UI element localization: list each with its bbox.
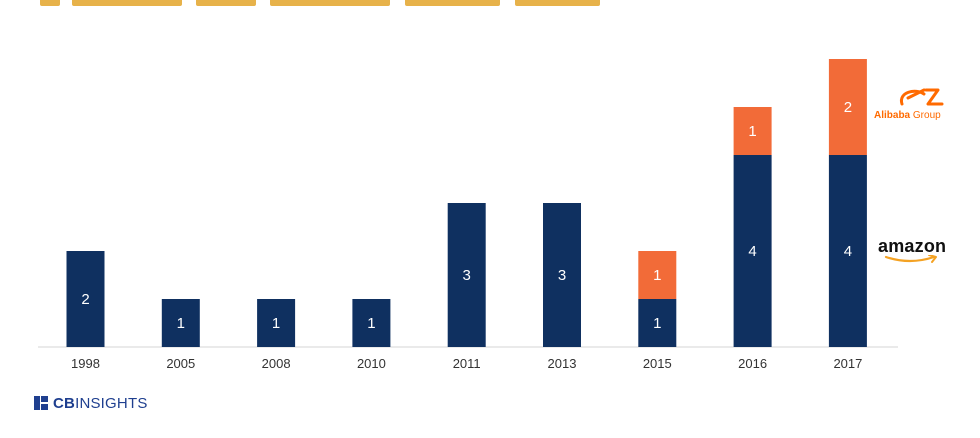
x-tick-label-2015: 2015 — [643, 356, 672, 371]
data-label-2010-series-1: 1 — [367, 315, 375, 332]
bar-2016-series-1 — [733, 155, 772, 347]
data-label-2017-series-2: 2 — [844, 99, 852, 116]
data-label-2011-series-1: 3 — [463, 267, 471, 284]
x-tick-label-2017: 2017 — [833, 356, 862, 371]
x-tick-label-2013: 2013 — [548, 356, 577, 371]
x-tick-label-2011: 2011 — [453, 356, 481, 371]
bar-2015-series-1 — [638, 299, 677, 347]
legend-alibaba-label: Alibaba Group — [874, 110, 941, 121]
amazon-smile-icon — [884, 255, 937, 263]
bar-2005-series-1 — [161, 299, 200, 347]
data-label-2013-series-1: 3 — [558, 267, 566, 284]
x-tick-label-2016: 2016 — [738, 356, 767, 371]
title-remnant-strip — [40, 0, 600, 6]
alibaba-logo-icon — [899, 88, 944, 106]
data-label-2016-series-2: 1 — [748, 123, 756, 140]
bar-2010-series-1 — [352, 299, 391, 347]
bar-2017-series-2 — [828, 59, 867, 155]
bar-2008-series-1 — [257, 299, 296, 347]
legend-alibaba: Alibaba Group — [872, 86, 972, 126]
x-tick-label-2010: 2010 — [357, 356, 386, 371]
data-label-2008-series-1: 1 — [272, 315, 280, 332]
legend-amazon-label: amazon — [878, 236, 947, 256]
cb-insights-logo-text: CBINSIGHTS — [53, 394, 148, 412]
data-label-2015-series-1: 1 — [653, 315, 661, 332]
legend-amazon: amazon — [878, 236, 958, 266]
data-label-2017-series-1: 4 — [844, 243, 852, 260]
bar-2013-series-1 — [543, 203, 581, 347]
x-tick-label-1998: 1998 — [71, 356, 100, 371]
cb-insights-logo: CBINSIGHTS — [34, 393, 148, 413]
bar-2015-series-2 — [638, 251, 677, 299]
x-tick-label-2008: 2008 — [262, 356, 291, 371]
x-tick-label-2005: 2005 — [166, 356, 195, 371]
data-label-2016-series-1: 4 — [748, 243, 756, 260]
data-label-2015-series-2: 1 — [653, 267, 661, 284]
data-label-2005-series-1: 1 — [177, 315, 185, 332]
bar-2017-series-1 — [828, 155, 867, 347]
bar-1998-series-1 — [66, 251, 105, 347]
cb-insights-logo-mark-icon — [34, 396, 48, 410]
bar-2016-series-2 — [733, 107, 772, 155]
bar-2011-series-1 — [447, 203, 486, 347]
data-label-1998-series-1: 2 — [81, 291, 89, 308]
